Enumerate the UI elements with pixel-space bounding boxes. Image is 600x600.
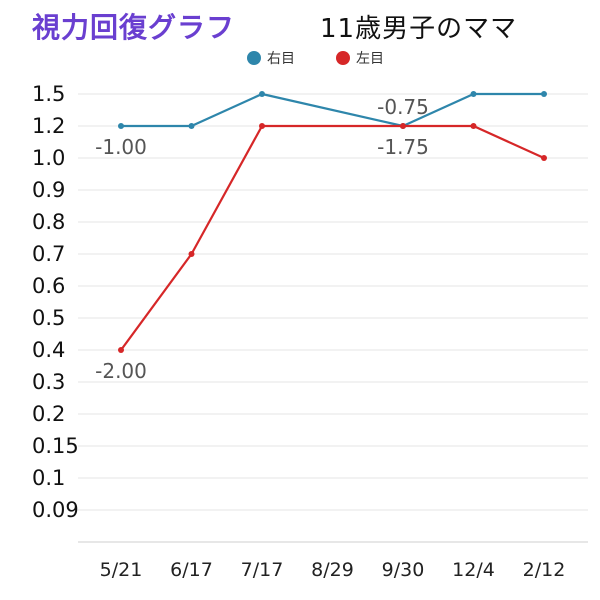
series-line: [120, 124, 545, 351]
y-tick-label: 0.5: [32, 306, 65, 330]
series: [118, 91, 547, 353]
y-tick-label: 0.4: [32, 338, 65, 362]
y-tick-label: 1.5: [32, 82, 65, 106]
y-tick-label: 1.0: [32, 146, 65, 170]
gridlines: [78, 93, 588, 543]
data-point: [259, 123, 265, 129]
x-tick-label: 2/12: [523, 559, 566, 581]
y-tick-label: 0.7: [32, 242, 65, 266]
x-tick-label: 6/17: [170, 559, 213, 581]
data-point: [188, 251, 195, 257]
data-point: [470, 91, 477, 97]
x-tick-label: 12/4: [452, 559, 495, 581]
x-axis: 5/21 6/17 7/17 8/29 9/30 12/4 2/12: [100, 559, 566, 581]
series-line: [121, 92, 544, 128]
annotation-label: -1.75: [377, 135, 429, 159]
legend: 右目 左目: [247, 51, 384, 67]
data-point: [188, 123, 195, 129]
x-tick-label: 7/17: [241, 559, 284, 581]
data-point: [118, 123, 124, 129]
legend-label: 右目: [267, 51, 295, 67]
y-tick-label: 0.2: [32, 402, 65, 426]
data-point: [541, 155, 547, 161]
chart-title: 視力回復グラフ: [32, 11, 236, 44]
x-tick-label: 9/30: [382, 559, 425, 581]
data-point: [118, 347, 124, 353]
y-tick-label: 0.15: [32, 434, 79, 458]
chart-subtitle: 11歳男子のママ: [320, 14, 518, 44]
annotation-label: -2.00: [95, 359, 147, 383]
y-tick-label: 0.1: [32, 466, 65, 490]
legend-label: 左目: [356, 51, 384, 67]
annotation-label: -1.00: [95, 135, 147, 159]
y-tick-label: 0.09: [32, 498, 79, 522]
y-tick-label: 0.8: [32, 210, 65, 234]
y-tick-label: 0.6: [32, 274, 65, 298]
x-tick-label: 8/29: [311, 559, 354, 581]
data-point: [400, 123, 406, 129]
data-point: [470, 123, 477, 129]
y-tick-label: 0.3: [32, 370, 65, 394]
annotations: -1.00 -2.00 -0.75 -1.75: [95, 95, 429, 383]
legend-marker: [247, 51, 261, 65]
legend-marker: [336, 51, 350, 65]
x-tick-label: 5/21: [100, 559, 143, 581]
y-tick-label: 0.9: [32, 178, 65, 202]
data-point: [541, 91, 547, 97]
y-axis: 1.5 1.2 1.0 0.9 0.8 0.7 0.6 0.5 0.4 0.3 0.2 0.15 0.1…: [32, 82, 79, 522]
annotation-label: -0.75: [377, 95, 429, 119]
data-point: [259, 91, 265, 97]
y-tick-label: 1.2: [32, 114, 65, 138]
